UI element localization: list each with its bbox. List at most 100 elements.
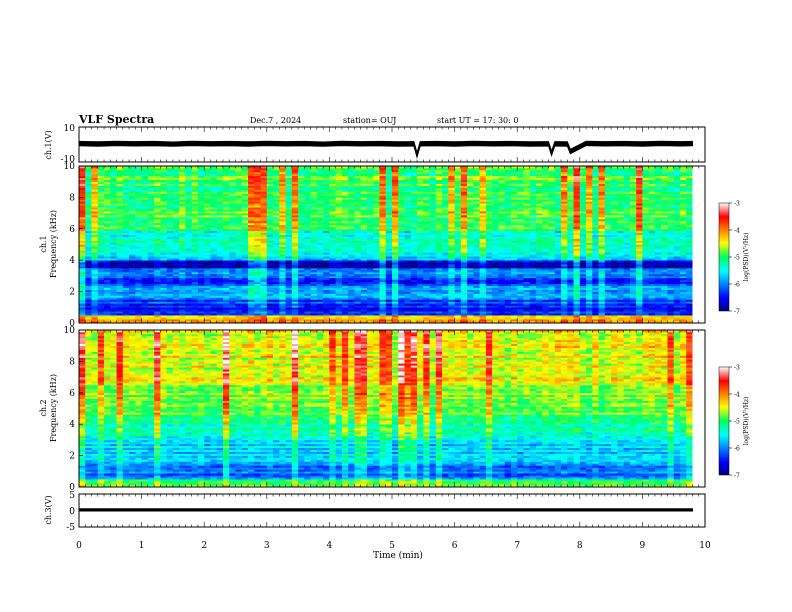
spectrogram-cell xyxy=(279,317,286,320)
spectrogram-cell xyxy=(410,264,418,267)
spectrogram-cell xyxy=(573,256,581,259)
spectrogram-cell xyxy=(166,315,174,318)
spectrogram-cell xyxy=(279,307,286,310)
spectrogram-cell xyxy=(629,268,637,271)
spectrogram-cell xyxy=(316,307,324,310)
spectrogram-cell xyxy=(586,303,593,306)
spectrogram-cell xyxy=(460,295,468,298)
spectrogram-cell xyxy=(392,232,399,235)
spectrogram-cell xyxy=(154,266,161,269)
spectrogram-cell xyxy=(423,256,430,259)
spectrogram-cell xyxy=(197,281,205,285)
spectrogram-cell xyxy=(404,295,412,298)
spectrogram-cell xyxy=(454,303,462,306)
spectrogram-cell xyxy=(454,268,462,271)
spectrogram-cell xyxy=(535,289,543,292)
spectrogram-cell xyxy=(510,230,518,234)
spectrogram-cell xyxy=(404,248,412,251)
spectrogram-cell xyxy=(579,242,587,245)
spectrogram-cell xyxy=(116,301,124,304)
spectrogram-cell xyxy=(617,232,624,235)
spectrogram-cell xyxy=(254,271,261,275)
spectrogram-cell xyxy=(147,248,155,251)
spectrogram-cell xyxy=(204,252,211,255)
spectrogram-cell xyxy=(604,236,612,239)
spectrogram-cell xyxy=(379,281,387,285)
spectrogram-cell xyxy=(147,293,155,296)
spectrogram-cell xyxy=(423,285,430,288)
spectrogram-cell xyxy=(423,236,430,239)
spectrogram-cell xyxy=(222,236,230,239)
spectrogram-cell xyxy=(423,230,430,234)
spectrogram-cell xyxy=(141,309,149,312)
spectrogram-cell xyxy=(91,271,99,275)
spectrogram-cell xyxy=(291,309,299,312)
spectrogram-cell xyxy=(298,321,305,324)
spectrogram-cell xyxy=(598,299,606,302)
spectrogram-cell xyxy=(147,240,155,243)
spectrogram-cell xyxy=(523,246,531,249)
spectrogram-cell xyxy=(592,291,599,294)
spectrogram-cell xyxy=(154,240,161,243)
spectrogram-cell xyxy=(604,291,612,294)
spectrogram-cell xyxy=(523,270,531,273)
spectrogram-cell xyxy=(423,266,430,269)
spectrogram-cell xyxy=(273,270,280,273)
spectrogram-cell xyxy=(623,307,631,310)
spectrogram-cell xyxy=(561,262,568,265)
spectrogram-cell xyxy=(636,293,643,296)
spectrogram-cell xyxy=(379,258,387,261)
spectrogram-cell xyxy=(548,287,556,290)
spectrogram-cell xyxy=(204,279,211,283)
spectrogram-cell xyxy=(623,295,631,298)
spectrogram-cell xyxy=(385,289,393,292)
spectrogram-cell xyxy=(492,262,499,265)
spectrogram-cell xyxy=(573,313,581,316)
spectrogram-cell xyxy=(172,321,180,324)
spectrogram-cell xyxy=(310,277,318,281)
spectrogram-cell xyxy=(304,279,311,283)
spectrogram-cell xyxy=(85,299,92,302)
spectrogram-cell xyxy=(116,297,124,300)
spectrogram-cell xyxy=(498,246,505,249)
spectrogram-cell xyxy=(379,256,387,259)
spectrogram-cell xyxy=(172,266,180,269)
spectrogram-cell xyxy=(629,234,637,237)
spectrogram-cell xyxy=(191,299,199,302)
spectrogram-cell xyxy=(473,287,480,290)
spectrogram-cell xyxy=(185,270,192,273)
spectrogram-cell xyxy=(385,311,393,314)
spectrogram-cell xyxy=(104,319,111,322)
spectrogram-cell xyxy=(235,321,243,324)
spectrogram-cell xyxy=(679,234,687,237)
spectrogram-cell xyxy=(392,262,399,265)
spectrogram-cell xyxy=(523,293,531,296)
spectrogram-cell xyxy=(110,234,117,237)
spectrogram-cell xyxy=(686,256,693,259)
spectrogram-cell xyxy=(548,260,556,263)
spectrogram-cell xyxy=(191,321,199,324)
spectrogram-cell xyxy=(385,228,393,232)
spectrogram-cell xyxy=(285,232,293,235)
spectrogram-cell xyxy=(504,246,512,249)
spectrogram-cell xyxy=(485,234,493,237)
spectrogram-cell xyxy=(348,287,355,290)
spectrogram-cell xyxy=(467,299,474,302)
spectrogram-cell xyxy=(191,252,199,255)
spectrogram-cell xyxy=(310,230,318,234)
spectrogram-cell xyxy=(204,307,211,310)
spectrogram-cell xyxy=(266,277,274,281)
spectrogram-cell xyxy=(285,285,293,288)
spectrogram-cell xyxy=(104,248,111,251)
spectrogram-cell xyxy=(335,315,343,318)
spectrogram-cell xyxy=(316,321,324,324)
spectrogram-cell xyxy=(642,228,649,232)
spectrogram-cell xyxy=(147,262,155,265)
spectrogram-cell xyxy=(141,281,149,285)
spectrogram-cell xyxy=(667,273,674,277)
spectrogram-cell xyxy=(642,295,649,298)
spectrogram-cell xyxy=(291,268,299,271)
spectrogram-cell xyxy=(567,319,574,322)
spectrogram-cell xyxy=(535,287,543,290)
spectrogram-cell xyxy=(573,238,581,241)
